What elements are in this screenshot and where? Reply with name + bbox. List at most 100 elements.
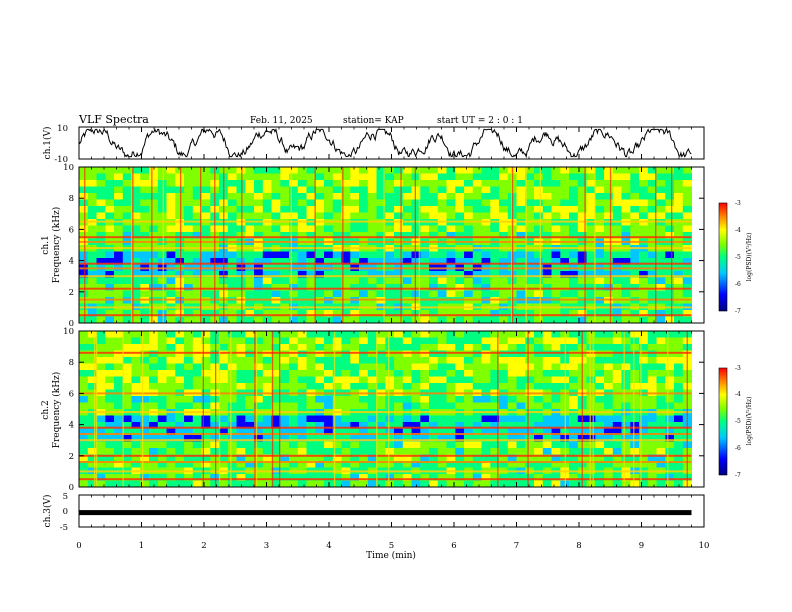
ch2-spectrogram-cell <box>149 344 159 351</box>
ch2-spectrogram-cell <box>586 350 596 358</box>
ch2-spectrogram-cell <box>227 376 237 384</box>
ch2-spectrogram-cell <box>429 370 439 377</box>
ch2-spectrogram-cell <box>569 448 579 455</box>
ch1-spectrogram-cell <box>455 271 465 278</box>
ch1-spectrogram-cell <box>376 199 386 207</box>
ch2-spectrogram-cell <box>385 350 395 358</box>
ch1-spectrogram-cell <box>472 271 482 278</box>
ch2-spectrogram-cell <box>621 428 631 436</box>
ch2-spectrogram-cell <box>481 376 491 384</box>
ch2-spectrogram-cell <box>376 363 386 371</box>
ch2-spectrogram-cell <box>350 370 360 377</box>
ch1-spectrogram-cell <box>350 310 360 317</box>
ch1-spectrogram-cell <box>280 284 290 291</box>
ch1-spectrogram-cell <box>402 186 412 194</box>
ch2-spectrogram-cell <box>315 480 325 488</box>
ch1-spectrogram-cell <box>516 206 526 213</box>
ch2-spectrogram-cell <box>87 331 97 338</box>
ch2-spectrogram-cell <box>341 344 351 351</box>
ch2-spectrogram-cell <box>402 376 412 384</box>
ch2-spectrogram-cell <box>429 441 439 449</box>
ch2-spectrogram-cell <box>105 331 115 338</box>
ch2-spectrogram-cell <box>201 331 211 338</box>
ch2-spectrogram-cell <box>490 474 500 481</box>
ch2-spectrogram-cell <box>385 337 395 345</box>
ch2-spectrogram-cell <box>499 448 509 455</box>
ch2-spectrogram-cell <box>569 363 579 371</box>
ch1-spectrogram-cell <box>402 290 412 298</box>
ch2-spectrogram-cell <box>639 383 649 390</box>
ch1-spectrogram-cell <box>437 193 447 200</box>
ch1-spectrogram-cell <box>359 316 369 324</box>
ch2-spectrogram-cell <box>455 422 465 429</box>
ch2-spectrogram-cell <box>324 422 334 429</box>
ch1-spectrogram-cell <box>420 173 430 181</box>
ch2-spectrogram-cell <box>604 344 614 351</box>
ch2-spectrogram-cell <box>464 435 474 442</box>
ch1-spectrogram-cell <box>280 225 290 233</box>
ch2-spectrogram-cell <box>79 402 89 410</box>
ch2-spectrogram-band <box>79 351 692 354</box>
ch2-spectrogram-cell <box>499 363 509 371</box>
ch1-spectrogram-cell <box>297 284 307 291</box>
ch2-spectrogram-cell <box>227 441 237 449</box>
ch1-spectrogram-cell <box>280 186 290 194</box>
ch2-spectrogram-cell <box>455 441 465 449</box>
ch1-spectrogram-cell <box>385 284 395 291</box>
ch1-spectrogram-cell <box>184 232 194 239</box>
ch1-spectrogram-cell <box>525 180 535 187</box>
ch2-spectrogram-cell <box>507 383 517 390</box>
ch2-spectrogram-cell <box>367 383 377 390</box>
ch1-spectrogram-cell <box>560 167 570 174</box>
ch1-spectrogram-cell <box>542 310 552 317</box>
ch2-spectrogram-cell <box>210 415 220 423</box>
ch1-spectrogram-cell <box>359 225 369 233</box>
ch1-spectrogram-cell <box>341 199 351 207</box>
ch2-spectrogram-cell <box>192 461 202 468</box>
ch2-spectrogram-cell <box>481 370 491 377</box>
ch2-spectrogram-cell <box>604 461 614 468</box>
ch2-spectrogram-cell <box>586 396 596 403</box>
ch1-spectrogram-cell <box>551 310 561 317</box>
ch2-spectrogram-cell <box>280 376 290 384</box>
ch1-spectrogram-cell <box>621 284 631 291</box>
ch2-spectrogram-cell <box>647 461 657 468</box>
ch1-spectrogram-cell <box>516 212 526 220</box>
ch1-spectrogram-cell <box>446 206 456 213</box>
ch1-spectrogram-cell <box>420 212 430 220</box>
ch1-spectrogram-cell <box>647 193 657 200</box>
ch1-spectrogram-cell <box>490 180 500 187</box>
ch2-spectrogram-cell <box>402 363 412 371</box>
ch1-spectrogram-cell <box>87 290 97 298</box>
ch2-spectrogram-cell <box>674 454 684 462</box>
ch1-spectrogram-cell <box>157 212 167 220</box>
ch2-spectrogram-cell <box>446 441 456 449</box>
ch2-spectrogram-cell <box>192 376 202 384</box>
ch2-spectrogram-cell <box>306 461 316 468</box>
ch1-spectrogram-cell <box>455 284 465 291</box>
ch2-spectrogram-cell <box>376 474 386 481</box>
ch2-spectrogram-cell <box>639 402 649 410</box>
ch1-spectrogram-cell <box>665 225 675 233</box>
ch1-spectrogram-cell <box>350 290 360 298</box>
ch2-spectrogram-cell <box>332 402 342 410</box>
ch1-spectrogram-cell <box>446 310 456 317</box>
ch2-spectrogram-cell <box>131 363 141 371</box>
ch2-spectrogram-cell <box>472 363 482 371</box>
ch1-spectrogram-cell <box>394 277 404 285</box>
ch2-spectrogram-cell <box>140 370 150 377</box>
ch2-spectrogram-cell <box>359 331 369 338</box>
ch1-spectrogram-cell <box>534 290 544 298</box>
ch1-spectrogram-cell <box>359 199 369 207</box>
ch1-spectrogram-cell <box>271 186 281 194</box>
ch1-spectrogram-cell <box>166 193 176 200</box>
ch1-spectrogram-cell <box>201 167 211 174</box>
ch2-spectrogram-cell <box>157 337 167 345</box>
ch2-spectrogram-cell <box>551 376 561 384</box>
ch2-spectrogram-cell <box>306 344 316 351</box>
ch1-spectrogram-band <box>79 240 692 243</box>
ch1-spectrogram-cell <box>446 258 456 265</box>
ch1-spectrogram-cell <box>367 277 377 285</box>
ch2-spectrogram-cell <box>674 383 684 390</box>
ch2-spectrogram-cell <box>236 428 246 436</box>
